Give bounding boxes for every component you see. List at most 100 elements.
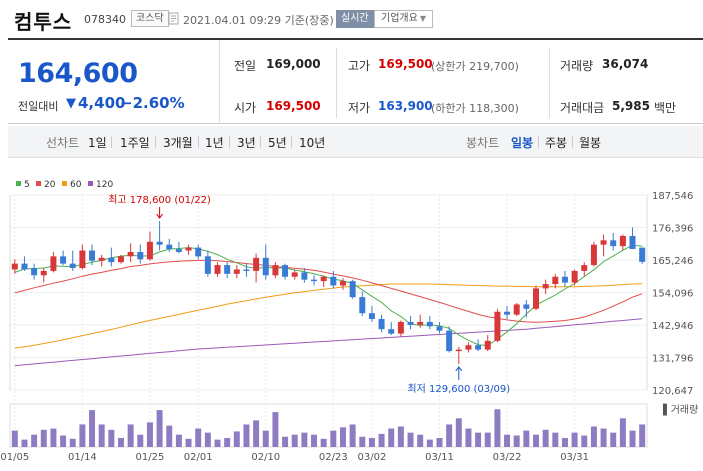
candle: [513, 302, 520, 317]
candle-body: [156, 241, 163, 245]
volume-bar: [89, 410, 96, 447]
candle-body: [465, 345, 472, 350]
candle-body: [253, 257, 260, 271]
volume-bar: [475, 432, 482, 447]
volume-bar: [224, 437, 231, 447]
tab-daily[interactable]: 일봉: [511, 136, 534, 150]
candle-body: [359, 297, 366, 314]
volume-bar: [79, 424, 86, 447]
tab-1d[interactable]: 1일: [88, 136, 107, 150]
candle: [21, 256, 28, 271]
down-arrow-icon: ▼: [66, 96, 76, 111]
candle-body: [600, 240, 607, 245]
tab-1w[interactable]: 1주일: [120, 136, 150, 150]
divider: [229, 136, 230, 148]
volume-plot-frame: [9, 403, 648, 448]
candle: [330, 270, 337, 289]
candle-body: [166, 244, 173, 250]
candle-body: [195, 247, 202, 257]
y-tick-label: 187,546: [652, 192, 693, 202]
candle-body: [407, 321, 414, 325]
company-overview-dropdown[interactable]: 기업개요 ▼: [374, 10, 433, 28]
realtime-button[interactable]: 실시간: [336, 10, 374, 28]
volume-bar: [137, 434, 144, 447]
tab-1y[interactable]: 1년: [205, 136, 224, 150]
candle: [195, 244, 202, 260]
volume-bar: [320, 438, 327, 447]
candle: [118, 254, 124, 264]
x-tick-label: 02/01: [184, 452, 213, 463]
tab-5y[interactable]: 5년: [268, 136, 287, 150]
candle: [40, 268, 47, 283]
candle-body: [504, 311, 511, 315]
candle-body: [446, 330, 453, 352]
candle: [89, 244, 96, 266]
candle-body: [523, 304, 530, 309]
candle-body: [552, 276, 559, 285]
volume-bar: [484, 432, 491, 447]
divider: [198, 136, 199, 148]
candle: [156, 221, 163, 251]
volume-bar: [417, 434, 424, 447]
candle: [542, 279, 549, 295]
volume-bar: [378, 433, 385, 447]
x-tick-label: 03/11: [425, 452, 454, 463]
volume-label: 거래량: [560, 59, 594, 73]
divider: [111, 136, 112, 148]
candle: [619, 234, 626, 251]
divider: [155, 136, 156, 148]
candle: [426, 316, 433, 330]
trading-amount-label: 거래대금: [560, 101, 605, 115]
tab-3y[interactable]: 3년: [237, 136, 256, 150]
candle-body: [272, 265, 279, 276]
candle-body: [388, 329, 395, 334]
legend-ma60: 60: [62, 180, 81, 190]
volume-value: 36,074: [602, 57, 649, 71]
candle-body: [610, 240, 617, 247]
candle-body: [639, 247, 646, 262]
volume-bar: [494, 409, 501, 447]
volume-bar: [166, 425, 173, 447]
tab-weekly[interactable]: 주봉: [545, 136, 568, 150]
candle-body: [127, 251, 134, 257]
candle: [31, 263, 38, 280]
candle-body: [330, 276, 337, 286]
candle: [581, 262, 588, 277]
candle-body: [311, 279, 318, 282]
candle-body: [60, 256, 67, 264]
legend-ma20-label: 20: [44, 180, 56, 190]
volume-bar: [610, 432, 617, 447]
candle-body: [571, 270, 578, 283]
volume-bar: [40, 429, 47, 447]
volume-bars: [11, 409, 646, 447]
tab-3m[interactable]: 3개월: [163, 136, 193, 150]
divider: [291, 136, 292, 148]
candle: [175, 241, 182, 254]
candle: [79, 244, 86, 270]
candle: [349, 279, 356, 299]
candle: [339, 278, 346, 290]
candle: [397, 320, 404, 337]
candle: [253, 253, 260, 283]
price-summary: 164,600 전일대비 ▼ 4,400 −2.60% 전일 169,000 시…: [8, 38, 703, 124]
divider: [549, 48, 550, 118]
candle-chart-label: 봉차트: [466, 136, 500, 150]
volume-bar: [455, 418, 462, 447]
volume-bar: [185, 438, 192, 447]
volume-bar: [397, 426, 404, 447]
candle: [301, 268, 308, 283]
candle: [417, 314, 424, 328]
tab-10y[interactable]: 10년: [299, 136, 326, 150]
low-value: 163,900: [378, 99, 433, 113]
divider: [538, 136, 539, 148]
change-value: 4,400: [78, 94, 126, 112]
volume-bar: [156, 410, 163, 447]
candle: [108, 247, 115, 267]
volume-bar: [504, 434, 511, 447]
stock-chart[interactable]: 187,546 176,396 165,246 154,096 142,946 131,7…: [0, 192, 703, 471]
chart-grid: [9, 194, 648, 448]
upper-limit: (상한가 219,700): [431, 60, 519, 73]
tab-monthly[interactable]: 월봉: [579, 136, 602, 150]
candle: [50, 251, 57, 273]
candle-body: [533, 288, 539, 309]
